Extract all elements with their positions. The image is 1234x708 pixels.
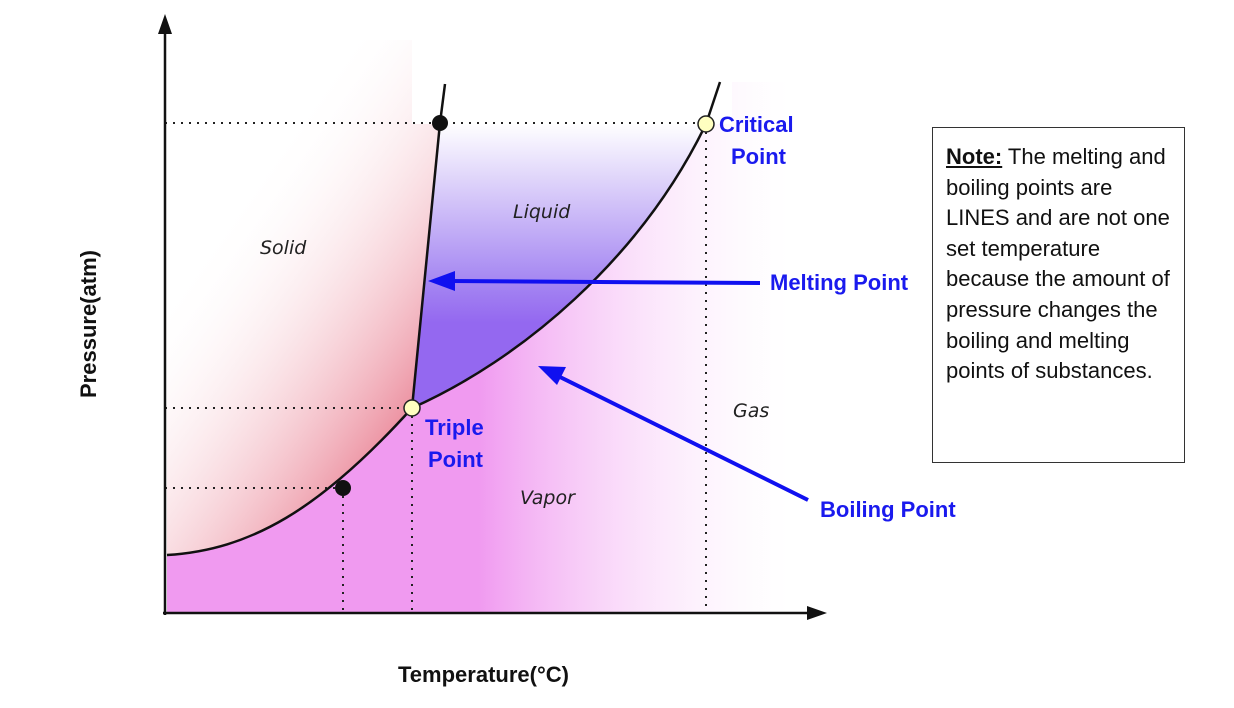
critical-point-label-1: Critical [719, 112, 794, 137]
top-mask [412, 40, 732, 124]
x-axis-label: Temperature(°C) [398, 662, 569, 687]
vapor-label: Vapor [520, 487, 576, 509]
gas-label: Gas [733, 400, 769, 422]
sublimation-point-dot [335, 480, 351, 496]
y-axis-arrow-icon [158, 14, 172, 34]
note-box: Note: The melting and boiling points are… [932, 127, 1185, 463]
critical-point-marker [697, 115, 715, 133]
melting-point-dot [432, 115, 448, 131]
x-axis-arrow-icon [807, 606, 827, 620]
note-heading: Note: [946, 144, 1003, 169]
liquid-region [412, 123, 706, 408]
boiling-arrow [555, 373, 809, 502]
y-axis-label: Pressure(atm) [76, 250, 101, 398]
melting-point-callout: Melting Point [770, 270, 909, 295]
solid-region [167, 40, 449, 555]
triple-point-marker [403, 399, 421, 417]
boiling-arrowhead-icon [538, 366, 566, 385]
triple-point-label-2: Point [428, 447, 484, 472]
solid-label: Solid [260, 237, 307, 259]
boiling-point-callout: Boiling Point [820, 497, 956, 522]
note-body: The melting and boiling points are LINES… [946, 144, 1170, 384]
liquid-label: Liquid [513, 201, 571, 223]
melting-arrowhead-icon [428, 271, 455, 291]
boiling-curve [166, 81, 722, 557]
vapor-region [167, 82, 790, 613]
triple-point-label-1: Triple [425, 415, 484, 440]
critical-point-label-2: Point [731, 144, 787, 169]
guide-lines [165, 122, 707, 613]
melting-arrow [449, 279, 761, 285]
